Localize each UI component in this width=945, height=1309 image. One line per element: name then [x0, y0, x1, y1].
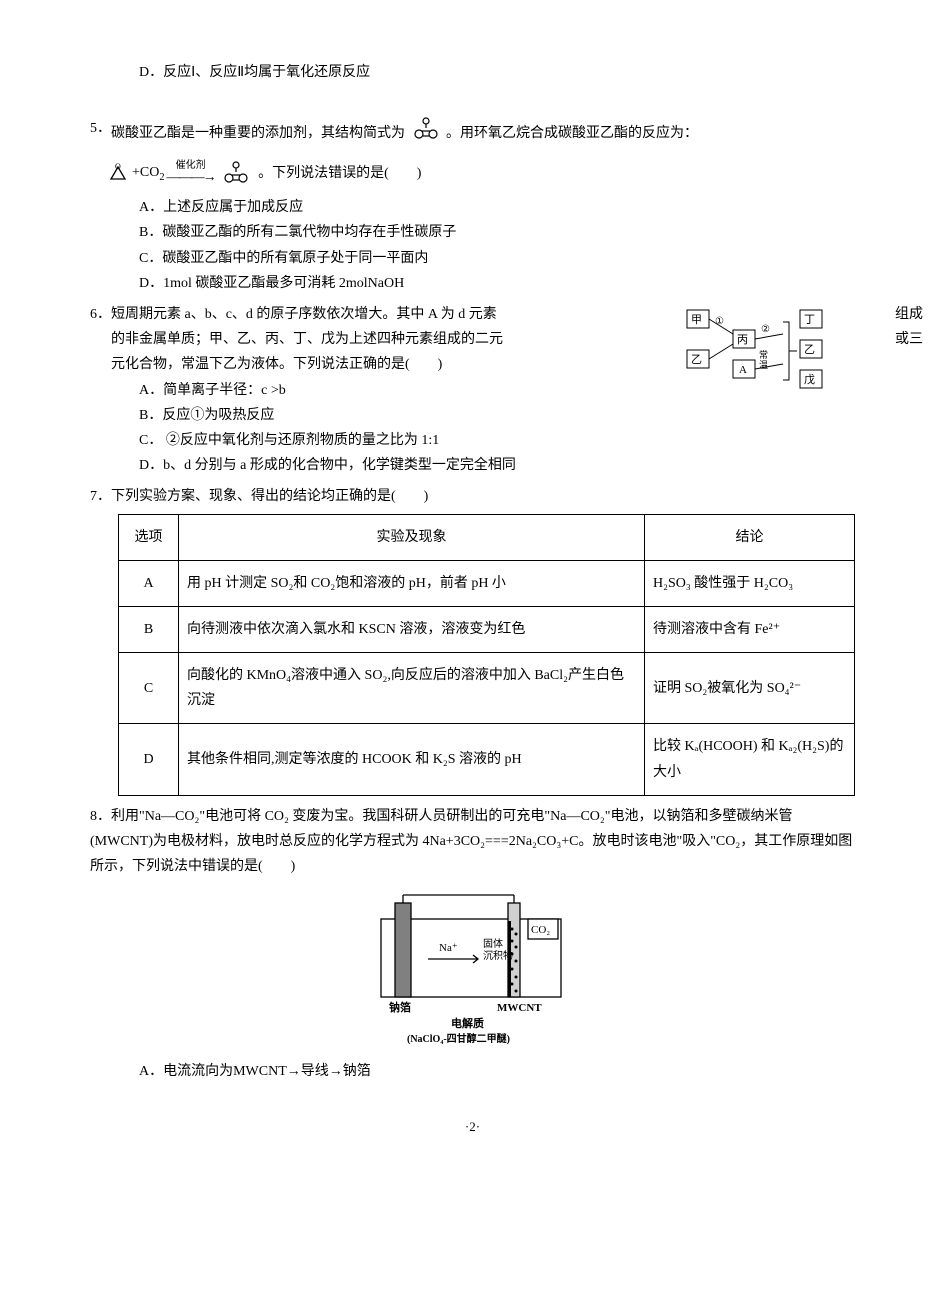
q5-optA: A．上述反应属于加成反应 [90, 195, 855, 220]
col-header-experiment: 实验及现象 [179, 514, 645, 560]
carbonate-structure-icon-2 [219, 160, 253, 186]
page-number: ·2· [90, 1115, 855, 1138]
label-solid-1: 固体 [483, 938, 503, 950]
col-header-conclusion: 结论 [645, 514, 855, 560]
cell-concl: 待测溶液中含有 Fe²⁺ [645, 606, 855, 652]
q6-flow-diagram: 甲 乙 ① 丙 A ② 常 温 丁 乙 戊 [685, 302, 865, 392]
q5-stem-part2: 。用环氧乙烷合成碳酸亚乙酯的反应为： [446, 126, 698, 141]
cell-exp: 其他条件相同,测定等浓度的 HCOOK 和 K₂S 溶液的 pH [179, 724, 645, 795]
q7-stem: 下列实验方案、现象、得出的结论均正确的是( ) [111, 484, 428, 509]
q8-optA: A．电流流向为MWCNT→导线→钠箔 [90, 1059, 855, 1084]
label-electrolyte: 电解质 [451, 1016, 484, 1030]
carbonate-structure-icon [409, 116, 443, 151]
q5-number: 5． [90, 116, 111, 141]
cell-concl: 比较 Kₐ(HCOOH) 和 Kₐ₂(H₂S)的大小 [645, 724, 855, 795]
q6-stem-line1: 短周期元素 a、b、c、d 的原子序数依次增大。其中 A 为 d 元素 [111, 302, 655, 327]
q6-stem-line2: 的非金属单质；甲、乙、丙、丁、戊为上述四种元素组成的二元 [111, 327, 655, 352]
question-7: 7． 下列实验方案、现象、得出的结论均正确的是( ) 选项 实验及现象 结论 A… [90, 484, 855, 796]
q7-experiment-table: 选项 实验及现象 结论 A 用 pH 计测定 SO₂和 CO₂饱和溶液的 pH，… [118, 514, 855, 796]
question-5: 5． 碳酸亚乙酯是一种重要的添加剂，其结构简式为 。用环氧乙烷合成碳酸亚乙酯的反… [90, 116, 855, 296]
question-8: 8．利用"Na—CO₂"电池可将 CO₂ 变废为宝。我国科研人员研制出的可充电"… [90, 804, 855, 1085]
table-row: B 向待测液中依次滴入氯水和 KSCN 溶液，溶液变为红色 待测溶液中含有 Fe… [119, 606, 855, 652]
q6-stem-line3: 元化合物，常温下乙为液体。下列说法正确的是( ) [111, 352, 655, 377]
label-na-foil: 钠箔 [389, 1000, 411, 1014]
svg-text:①: ① [715, 316, 724, 327]
q6-optD: D．b、d 分别与 a 形成的化合物中，化学键类型一定完全相同 [90, 453, 855, 478]
svg-text:丁: 丁 [804, 314, 815, 326]
question-6: 组成 或三 甲 乙 ① 丙 A ② 常 温 [90, 302, 855, 478]
table-row: A 用 pH 计测定 SO₂和 CO₂饱和溶液的 pH，前者 pH 小 H₂SO… [119, 560, 855, 606]
q6-side-text: 组成 或三 [895, 302, 923, 352]
q5-optD: D．1mol 碳酸亚乙酯最多可消耗 2molNaOH [90, 271, 855, 296]
q6-number: 6． [90, 302, 111, 327]
epoxide-icon: O [106, 163, 130, 183]
cell-opt: C [119, 653, 179, 724]
cell-concl: H₂SO₃ 酸性强于 H₂CO₃ [645, 560, 855, 606]
cell-concl: 证明 SO₂被氧化为 SO₄²⁻ [645, 653, 855, 724]
cell-exp: 用 pH 计测定 SO₂和 CO₂饱和溶液的 pH，前者 pH 小 [179, 560, 645, 606]
q5-optC: C．碳酸亚乙酯中的所有氧原子处于同一平面内 [90, 246, 855, 271]
q4-optD-label: D． [139, 65, 163, 80]
q6-optB: B．反应①为吸热反应 [90, 403, 855, 428]
table-row: D 其他条件相同,测定等浓度的 HCOOK 和 K₂S 溶液的 pH 比较 Kₐ… [119, 724, 855, 795]
q8-number: 8． [90, 809, 111, 824]
svg-text:乙: 乙 [804, 343, 815, 356]
cell-exp: 向待测液中依次滴入氯水和 KSCN 溶液，溶液变为红色 [179, 606, 645, 652]
catalyst-arrow-icon: 催化剂 ———→ [167, 161, 215, 185]
q6-optC: C． ②反应中氧化剂与还原剂物质的量之比为 1:1 [90, 428, 855, 453]
q5-optB: B．碳酸亚乙酯的所有二氯代物中均存在手性碳原子 [90, 220, 855, 245]
cell-opt: D [119, 724, 179, 795]
label-co2: CO₂ [531, 924, 550, 936]
table-row: C 向酸化的 KMnO₄溶液中通入 SO₂,向反应后的溶液中加入 BaCl₂产生… [119, 653, 855, 724]
svg-text:O: O [115, 163, 121, 171]
svg-text:戊: 戊 [804, 373, 815, 386]
svg-text:丙: 丙 [737, 334, 748, 346]
cell-exp: 向酸化的 KMnO₄溶液中通入 SO₂,向反应后的溶液中加入 BaCl₂产生白色… [179, 653, 645, 724]
q8-battery-diagram: Na⁺ CO₂ 固体 沉积物 钠箔 MWCNT 电解质 (NaClO₄-四甘醇二… [333, 889, 613, 1049]
label-mwcnt: MWCNT [497, 1002, 542, 1014]
q5-eq-plus-co2: +CO2 [132, 160, 165, 188]
label-na-plus: Na⁺ [439, 942, 458, 954]
svg-text:乙: 乙 [691, 353, 702, 366]
q4-optD-text: 反应Ⅰ、反应Ⅱ均属于氧化还原反应 [163, 65, 370, 80]
q5-stem-part3: 。下列说法错误的是( ) [258, 166, 421, 181]
q7-number: 7． [90, 484, 111, 509]
label-electrolyte-detail: (NaClO₄-四甘醇二甲醚) [407, 1032, 510, 1045]
cell-opt: A [119, 560, 179, 606]
cell-opt: B [119, 606, 179, 652]
col-header-option: 选项 [119, 514, 179, 560]
label-solid-2: 沉积物 [483, 949, 513, 962]
q4-optD: D．反应Ⅰ、反应Ⅱ均属于氧化还原反应 [90, 60, 855, 85]
q5-stem-part1: 碳酸亚乙酯是一种重要的添加剂，其结构简式为 [111, 126, 405, 141]
svg-text:A: A [739, 364, 747, 376]
svg-text:温: 温 [759, 360, 768, 370]
svg-text:②: ② [761, 324, 770, 335]
q5-reaction-equation: O +CO2 催化剂 ———→ [104, 160, 255, 188]
q8-stem: 利用"Na—CO₂"电池可将 CO₂ 变废为宝。我国科研人员研制出的可充电"Na… [90, 809, 852, 874]
svg-text:常: 常 [759, 349, 768, 360]
svg-text:甲: 甲 [691, 314, 702, 326]
table-header-row: 选项 实验及现象 结论 [119, 514, 855, 560]
